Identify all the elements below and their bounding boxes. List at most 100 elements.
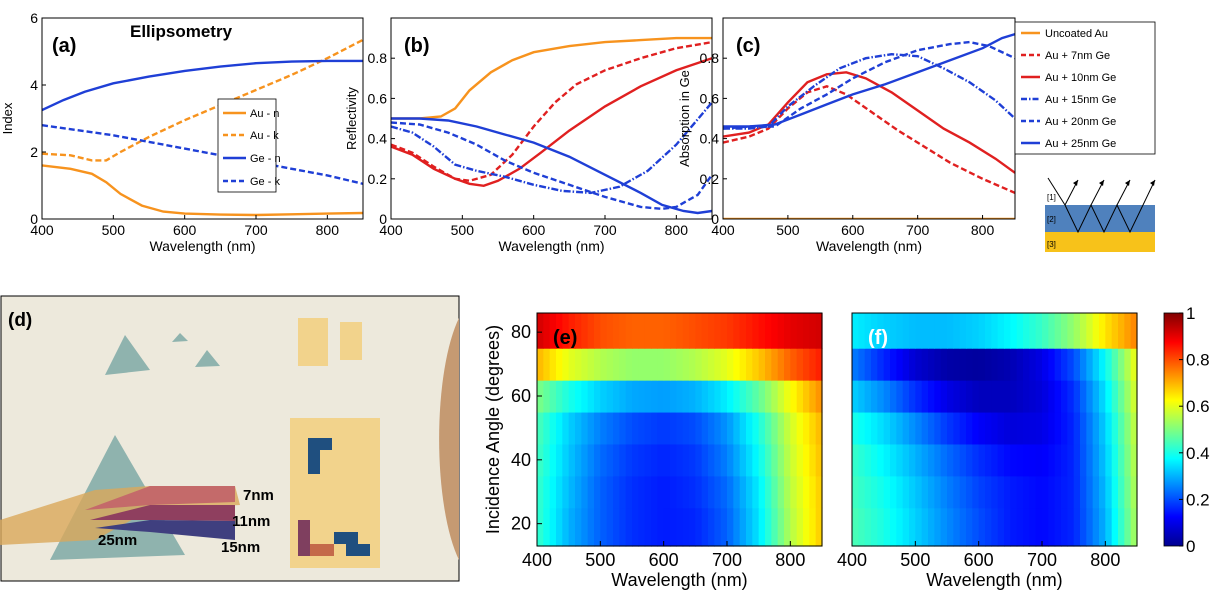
heatmap-cell xyxy=(1042,348,1049,381)
heatmap-cell xyxy=(852,475,859,509)
heatmap-cell xyxy=(1130,443,1138,477)
heatmap-cell xyxy=(682,443,690,477)
heatmap-cell xyxy=(896,380,904,413)
x-tick-label: 500 xyxy=(900,550,930,570)
heatmap-cell xyxy=(1029,348,1037,381)
heatmap-cell xyxy=(953,411,961,445)
heatmap-cell xyxy=(978,411,986,445)
x-tick-label: 800 xyxy=(971,222,995,238)
heatmap-cell xyxy=(921,380,929,413)
heatmap-cell xyxy=(619,313,627,349)
heatmap-cell xyxy=(676,313,684,349)
heatmap-cell xyxy=(940,348,948,381)
heatmap-cell xyxy=(991,507,999,547)
heatmap-cell xyxy=(864,443,872,477)
heatmap-cell xyxy=(890,348,897,381)
heatmap-cell xyxy=(714,443,722,477)
heatmap-cell xyxy=(556,380,563,413)
heatmap-cell xyxy=(815,507,823,547)
heatmap-cell xyxy=(562,380,570,413)
heatmap-cell xyxy=(562,475,570,509)
heatmap-cell xyxy=(651,313,658,349)
legend-a-box xyxy=(217,98,277,193)
heatmap-cell xyxy=(902,507,910,547)
heatmap-cell xyxy=(991,411,999,445)
heatmap-cell xyxy=(670,507,677,547)
chart-a-title: Ellipsometry xyxy=(130,22,233,41)
heatmap-cell xyxy=(733,380,741,413)
legend-c-box xyxy=(1014,21,1156,155)
heatmap-cell xyxy=(714,380,722,413)
heatmap-cell xyxy=(803,313,810,349)
heatmap-cell xyxy=(619,411,627,445)
heatmap-cell xyxy=(790,348,798,381)
heatmap-cell xyxy=(752,411,760,445)
x-tick-label: 700 xyxy=(712,550,742,570)
heatmap-cell xyxy=(708,411,715,445)
heatmap-cell xyxy=(575,475,582,509)
heatmap-cell xyxy=(858,507,866,547)
colorbar-tick-label: 1 xyxy=(1186,304,1195,323)
heatmap-cell xyxy=(613,507,620,547)
small-prism-3 xyxy=(172,333,188,342)
heatmap-cell xyxy=(638,507,646,547)
heatmap-cell xyxy=(568,507,576,547)
heatmap-cell xyxy=(915,475,923,509)
heatmap-cell xyxy=(997,443,1005,477)
heatmap-cell xyxy=(1023,443,1030,477)
heatmap-cell xyxy=(985,411,992,445)
heatmap-cell xyxy=(896,475,904,509)
heatmap-cell xyxy=(720,507,728,547)
heatmap-cell xyxy=(758,380,766,413)
y-tick-label: 0.2 xyxy=(368,171,388,187)
heatmap-cell xyxy=(758,475,766,509)
heatmap-cell xyxy=(959,380,967,413)
heatmap-cell xyxy=(543,313,551,349)
heatmap-cell xyxy=(739,507,747,547)
heatmap-cell xyxy=(852,348,859,381)
heatmap-cell xyxy=(695,443,703,477)
heatmap-cell xyxy=(871,475,878,509)
heatmap-cell xyxy=(928,443,935,477)
heatmap-cell xyxy=(771,411,779,445)
heatmap-cell xyxy=(978,348,986,381)
heatmap-cell xyxy=(1010,507,1018,547)
heatmap-cell xyxy=(809,507,817,547)
heatmap-cell xyxy=(1111,313,1119,349)
tetris-blocks-large xyxy=(298,438,370,556)
heatmap-cell xyxy=(940,507,948,547)
series-line-5 xyxy=(723,32,1015,128)
heatmap-cell xyxy=(777,313,785,349)
heatmap-cell xyxy=(638,411,646,445)
heatmap-cell xyxy=(676,507,684,547)
heatmap-cell xyxy=(928,380,935,413)
heatmap-cell xyxy=(1086,380,1094,413)
y-tick-label: 40 xyxy=(511,450,531,470)
tetris-plate-small-2 xyxy=(340,322,362,360)
heatmap-cell xyxy=(746,348,753,381)
heatmap-cell xyxy=(1067,411,1075,445)
heatmap-cell xyxy=(972,380,980,413)
heatmap-cell xyxy=(606,380,614,413)
heatmap-cell xyxy=(1016,411,1024,445)
heatmap-cell xyxy=(771,348,779,381)
plot-frame xyxy=(851,312,1138,547)
x-tick-label: 500 xyxy=(102,222,126,238)
heatmap-cell xyxy=(581,348,589,381)
x-tick-label: 500 xyxy=(585,550,615,570)
heatmap-cell xyxy=(1124,507,1132,547)
heatmap-cell xyxy=(689,475,696,509)
heatmap-cell xyxy=(1111,380,1119,413)
heatmap-cell xyxy=(644,380,652,413)
heatmap-cell xyxy=(651,380,658,413)
heatmap-cell xyxy=(1073,443,1081,477)
heatmap-cell xyxy=(594,348,601,381)
heatmap-cell xyxy=(581,380,589,413)
heatmap-cell xyxy=(562,411,570,445)
heatmap-cell xyxy=(758,411,766,445)
heatmap-cell xyxy=(682,411,690,445)
heatmap-cell xyxy=(890,507,897,547)
heatmap-cell xyxy=(815,411,823,445)
x-axis-label: Wavelength (nm) xyxy=(926,570,1062,590)
heatmap-cell xyxy=(644,411,652,445)
